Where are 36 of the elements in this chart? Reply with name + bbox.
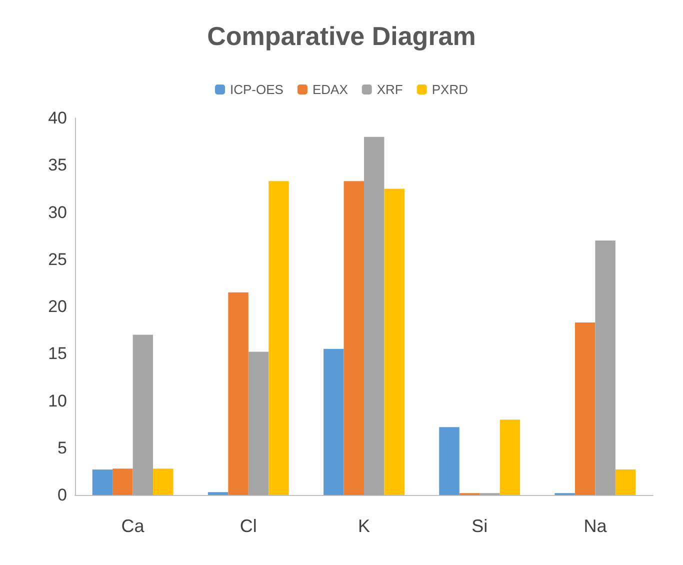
y-tick-label: 0 <box>58 486 67 504</box>
y-tick-label: 10 <box>48 391 67 410</box>
y-tick-label: 25 <box>48 250 67 269</box>
y-tick-label: 15 <box>48 344 67 364</box>
bar <box>268 181 289 495</box>
x-tick-label: Na <box>584 516 608 536</box>
bar <box>344 181 364 495</box>
bar <box>384 188 404 495</box>
x-tick-label: K <box>358 516 370 536</box>
bar <box>228 292 248 495</box>
y-tick-label: 35 <box>48 156 67 175</box>
bar <box>500 420 520 495</box>
legend-label: EDAX <box>312 82 348 97</box>
bar <box>248 352 269 495</box>
x-tick-label: Cl <box>240 516 257 536</box>
bar <box>615 470 636 495</box>
y-tick-label: 30 <box>48 202 67 222</box>
legend-label: PXRD <box>432 82 468 97</box>
bar <box>595 240 616 495</box>
bar <box>153 468 174 495</box>
bar <box>574 322 596 495</box>
bar <box>208 492 228 495</box>
bar <box>132 334 154 495</box>
x-tick-label: Si <box>472 516 488 536</box>
bar <box>324 348 344 495</box>
y-tick-label: 40 <box>48 108 67 128</box>
chart-title: Comparative Diagram <box>207 21 476 51</box>
y-tick-label: 20 <box>48 297 67 316</box>
bar <box>112 468 133 495</box>
bar <box>364 136 384 495</box>
x-tick-label: Ca <box>121 516 146 536</box>
y-tick-label: 5 <box>58 438 67 458</box>
legend-label: ICP-OES <box>230 82 284 97</box>
bar <box>439 427 460 495</box>
bar <box>92 470 113 495</box>
legend-label: XRF <box>376 82 403 97</box>
